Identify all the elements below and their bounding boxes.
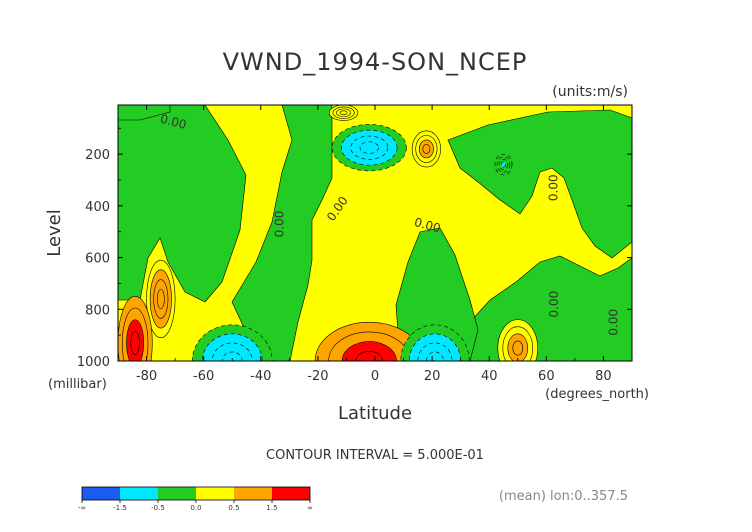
y-tick-label: 200	[85, 148, 110, 163]
contour-label: 0.00	[413, 215, 442, 235]
y-axis-ticks: 200 400 600 800 1000	[77, 127, 632, 370]
colorbar-swatch	[234, 487, 272, 500]
colorbar-tick-label: -0.5	[151, 504, 165, 512]
colorbar-tick-label: -1.5	[113, 504, 127, 512]
contour-label: 0.00	[273, 211, 287, 238]
contour-interval-text: CONTOUR INTERVAL = 5.000E-01	[266, 448, 484, 463]
contour-label: 0.00	[547, 174, 561, 201]
colorbar-swatch	[120, 487, 158, 500]
colorbar-tick-label: 0.5	[228, 504, 239, 512]
y-tick-label: 1000	[77, 355, 110, 370]
units-label: (units:m/s)	[552, 84, 628, 100]
x-tick-label: 40	[481, 369, 498, 384]
chart-title: VWND_1994-SON_NCEP	[223, 48, 528, 76]
contour-band-8-3	[156, 288, 165, 309]
contour-band-0-3	[359, 141, 379, 154]
contour-label: 0.00	[159, 112, 188, 132]
green-region-west	[118, 105, 247, 303]
colorbar-swatch	[158, 487, 196, 500]
contour-band-3-3	[339, 110, 348, 115]
green-region-central	[395, 227, 479, 361]
colorbar-swatch	[196, 487, 234, 500]
contour-band-9-3	[130, 330, 140, 355]
contour-label: 0.00	[607, 309, 621, 336]
colorbar-tick-label: 1.5	[266, 504, 277, 512]
contour-band-4-3	[355, 351, 384, 361]
contour-field	[118, 105, 632, 361]
colorbar-swatch	[82, 487, 120, 500]
x-unit-label: (degrees_north)	[545, 387, 649, 402]
y-tick-label: 400	[85, 200, 110, 215]
green-region-north-upper	[447, 109, 632, 259]
y-axis-label: Level	[44, 209, 65, 257]
colorbar-swatch	[272, 487, 310, 500]
contour-labels: 0.000.000.000.000.000.000.00	[159, 112, 621, 336]
footer-note: (mean) lon:0..357.5	[499, 489, 628, 504]
contour-band-1-3	[501, 161, 506, 168]
x-axis-ticks: -80 -60 -40 -20 0 20 40 60 80	[117, 105, 633, 384]
colorbar-tick-label: 0.0	[190, 504, 201, 512]
feature-layer	[118, 105, 539, 361]
contour-label: 0.00	[547, 291, 561, 318]
y-unit-label: (millibar)	[48, 377, 107, 392]
x-axis-label: Latitude	[338, 403, 412, 424]
colorbar-tick-label: -∞	[78, 504, 86, 512]
x-tick-label: 80	[595, 369, 612, 384]
green-region-column	[231, 105, 333, 361]
x-tick-label: -20	[307, 369, 328, 384]
x-tick-label: -80	[136, 369, 157, 384]
contour-band-2-3	[422, 144, 431, 154]
x-tick-label: 0	[371, 369, 379, 384]
x-tick-label: -60	[193, 369, 214, 384]
y-tick-label: 800	[85, 303, 110, 318]
contour-band-7-3	[512, 340, 524, 356]
x-tick-label: 20	[424, 369, 441, 384]
x-tick-label: 60	[538, 369, 555, 384]
colorbar: -∞ -1.5 -0.5 0.0 0.5 1.5 ∞	[78, 486, 313, 512]
colorbar-tick-label: ∞	[307, 504, 313, 512]
y-tick-label: 600	[85, 252, 110, 267]
x-tick-label: -40	[250, 369, 271, 384]
green-region-upper-edge	[118, 105, 171, 121]
